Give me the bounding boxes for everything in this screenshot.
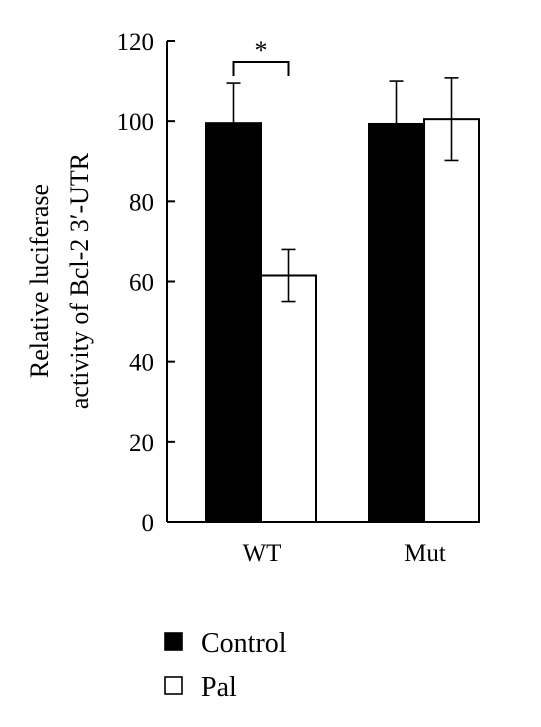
y-axis-label-line-2: activity of Bcl-2 3′-UTR <box>65 152 94 409</box>
bar-pal-wt <box>260 274 317 523</box>
error-bars <box>226 77 459 303</box>
y-tick-label: 40 <box>129 350 154 377</box>
bars <box>205 118 480 523</box>
significance-bracket <box>232 61 290 76</box>
legend: Control Pal <box>164 628 287 703</box>
y-tick-label: 20 <box>129 430 154 457</box>
bar-pal-mut <box>423 118 480 523</box>
x-axis: WT Mut <box>167 521 475 567</box>
y-axis-label-line-1: Relative luciferase <box>25 184 54 378</box>
y-tick-label: 0 <box>142 510 155 537</box>
y-tick-label: 100 <box>117 109 155 136</box>
bar-control-mut <box>368 122 425 523</box>
significance-annotations: * <box>232 36 290 76</box>
y-tick-label: 120 <box>117 29 155 56</box>
y-axis-label: Relative luciferase activity of Bcl-2 3′… <box>25 152 94 409</box>
significance-asterisk: * <box>255 36 268 65</box>
y-axis: 0 20 40 60 80 100 120 <box>117 29 175 537</box>
legend-label-pal: Pal <box>201 672 237 703</box>
x-category-label: WT <box>243 540 282 567</box>
bar-control-wt <box>205 122 262 523</box>
y-tick-label: 60 <box>129 270 154 297</box>
y-tick-label: 80 <box>129 189 154 216</box>
legend-swatch-pal <box>164 676 183 695</box>
legend-label-control: Control <box>201 628 287 659</box>
x-category-label: Mut <box>404 540 446 567</box>
legend-swatch-control <box>164 632 183 651</box>
